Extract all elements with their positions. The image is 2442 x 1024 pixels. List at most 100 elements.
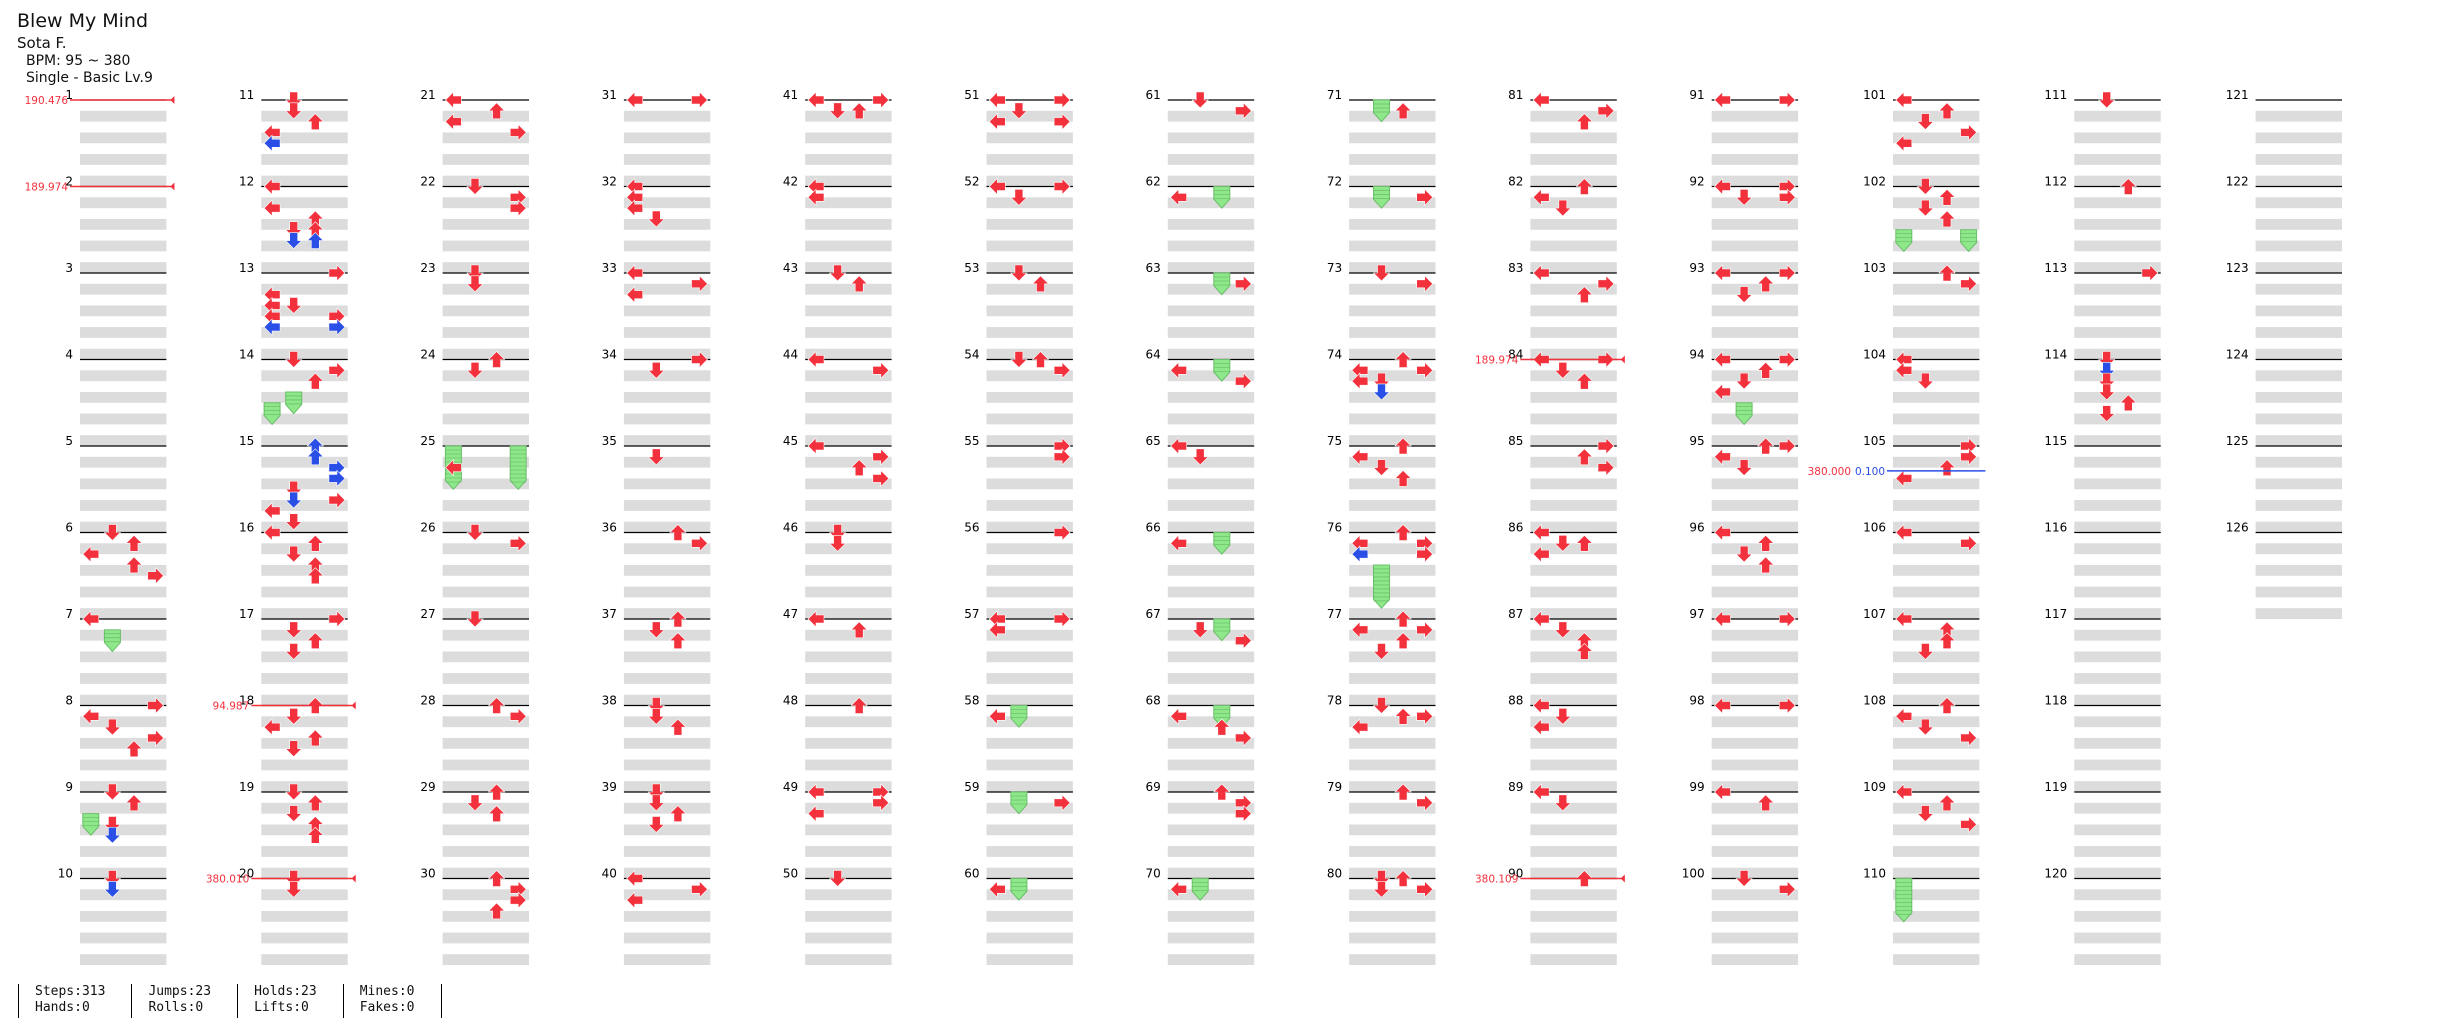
arrow-shape bbox=[1714, 383, 1731, 401]
arrow-note bbox=[1170, 188, 1187, 207]
measure: 53 bbox=[964, 261, 1073, 360]
arrow-note bbox=[328, 361, 346, 380]
measure-number: 26 bbox=[420, 521, 435, 535]
beat-band bbox=[1167, 954, 1255, 965]
beat-band bbox=[986, 348, 1073, 360]
beat-band bbox=[80, 543, 167, 555]
arrow-note bbox=[103, 783, 122, 801]
arrow-shape bbox=[647, 708, 666, 725]
arrow-note bbox=[1779, 610, 1796, 628]
arrow-shape bbox=[850, 459, 868, 476]
measure: 90 bbox=[1508, 867, 1617, 965]
arrow-shape bbox=[1532, 545, 1550, 563]
beat-band bbox=[986, 781, 1073, 792]
measure-number: 122 bbox=[2226, 175, 2249, 189]
beat-band bbox=[261, 954, 348, 965]
arrow-note bbox=[1394, 632, 1412, 649]
arrow-note bbox=[1714, 610, 1731, 628]
arrow-shape bbox=[2119, 178, 2138, 195]
beat-band bbox=[1349, 240, 1436, 252]
beat-band bbox=[442, 586, 529, 598]
arrow-shape bbox=[103, 783, 122, 801]
beat-band bbox=[1349, 932, 1436, 944]
arrow-shape bbox=[626, 285, 644, 304]
beat-band bbox=[1711, 543, 1799, 555]
measure-number: 57 bbox=[964, 607, 979, 621]
beat-band bbox=[442, 564, 529, 576]
stats-column: Mines:0 Fakes:0 bbox=[344, 984, 442, 1018]
stop-marker: 190.476 bbox=[25, 95, 175, 107]
hold-note bbox=[1895, 229, 1913, 253]
arrow-note bbox=[306, 534, 325, 552]
beat-band bbox=[2074, 846, 2161, 857]
arrow-shape bbox=[1895, 91, 1913, 109]
arrow-shape bbox=[284, 783, 303, 801]
measure-number: 118 bbox=[2044, 694, 2067, 708]
beat-band bbox=[442, 608, 529, 619]
stop-marker: 380.010 bbox=[206, 874, 356, 886]
arrow-shape bbox=[1735, 372, 1753, 390]
measure: 117 bbox=[2044, 607, 2161, 706]
beat-band bbox=[261, 543, 348, 555]
beat-band bbox=[1530, 500, 1617, 511]
arrow-note bbox=[1394, 707, 1412, 725]
hold-note bbox=[1960, 229, 1978, 253]
measure: 82 bbox=[1508, 175, 1617, 273]
measure: 70 bbox=[1146, 867, 1255, 965]
arrow-note bbox=[509, 199, 527, 217]
arrow-note bbox=[2097, 91, 2116, 109]
arrow-note bbox=[1938, 188, 1956, 206]
arrow-note bbox=[466, 362, 484, 379]
beat-band bbox=[1530, 608, 1617, 619]
arrow-note bbox=[1053, 112, 1071, 131]
arrow-note bbox=[2141, 264, 2159, 282]
beat-band bbox=[986, 608, 1073, 619]
beat-band bbox=[261, 824, 348, 836]
beat-band bbox=[1530, 154, 1617, 165]
beat-band bbox=[261, 737, 348, 749]
hold-note bbox=[1213, 272, 1231, 296]
arrow-shape bbox=[828, 535, 847, 552]
beat-band bbox=[805, 500, 892, 511]
beat-band bbox=[986, 673, 1073, 684]
arrow-shape bbox=[1714, 610, 1731, 628]
beat-band bbox=[1893, 629, 1980, 641]
arrow-shape bbox=[1031, 275, 1050, 293]
beat-band bbox=[1349, 824, 1436, 836]
arrow-shape bbox=[1575, 534, 1594, 552]
arrow-shape bbox=[328, 610, 346, 628]
arrow-shape bbox=[284, 545, 303, 563]
arrow-shape bbox=[1960, 534, 1978, 553]
beat-band bbox=[1167, 110, 1255, 122]
measure: 88 bbox=[1508, 694, 1617, 792]
beat-band bbox=[1711, 283, 1799, 295]
beat-band bbox=[1893, 889, 1980, 901]
beat-band bbox=[1893, 586, 1980, 598]
arrow-shape bbox=[850, 621, 868, 639]
arrow-shape bbox=[1938, 459, 1956, 476]
arrow-shape bbox=[1960, 729, 1978, 747]
measure-number: 121 bbox=[2226, 88, 2249, 102]
beat-band bbox=[1167, 262, 1255, 273]
beat-band bbox=[442, 781, 529, 792]
measure-number: 109 bbox=[1863, 780, 1886, 794]
hold-note bbox=[1373, 186, 1390, 209]
measure-number: 98 bbox=[1689, 694, 1704, 708]
stop-tip bbox=[1620, 874, 1625, 883]
arrow-shape bbox=[1756, 437, 1775, 455]
arrow-shape bbox=[1714, 350, 1731, 369]
arrow-shape bbox=[82, 707, 100, 726]
measure: 45 bbox=[783, 434, 892, 533]
beat-band bbox=[2074, 348, 2161, 360]
hold-body bbox=[1373, 186, 1390, 209]
arrow-shape bbox=[1779, 91, 1796, 109]
measure: 68 bbox=[1146, 694, 1255, 792]
beat-band bbox=[2074, 521, 2161, 533]
beat-band bbox=[1530, 716, 1617, 728]
arrow-note bbox=[1351, 448, 1369, 466]
arrow-note bbox=[1916, 199, 1935, 217]
arrow-shape bbox=[466, 524, 484, 541]
stop-tip bbox=[1620, 355, 1625, 364]
measure: 108 bbox=[1863, 694, 1980, 792]
measure: 63 bbox=[1146, 261, 1255, 360]
